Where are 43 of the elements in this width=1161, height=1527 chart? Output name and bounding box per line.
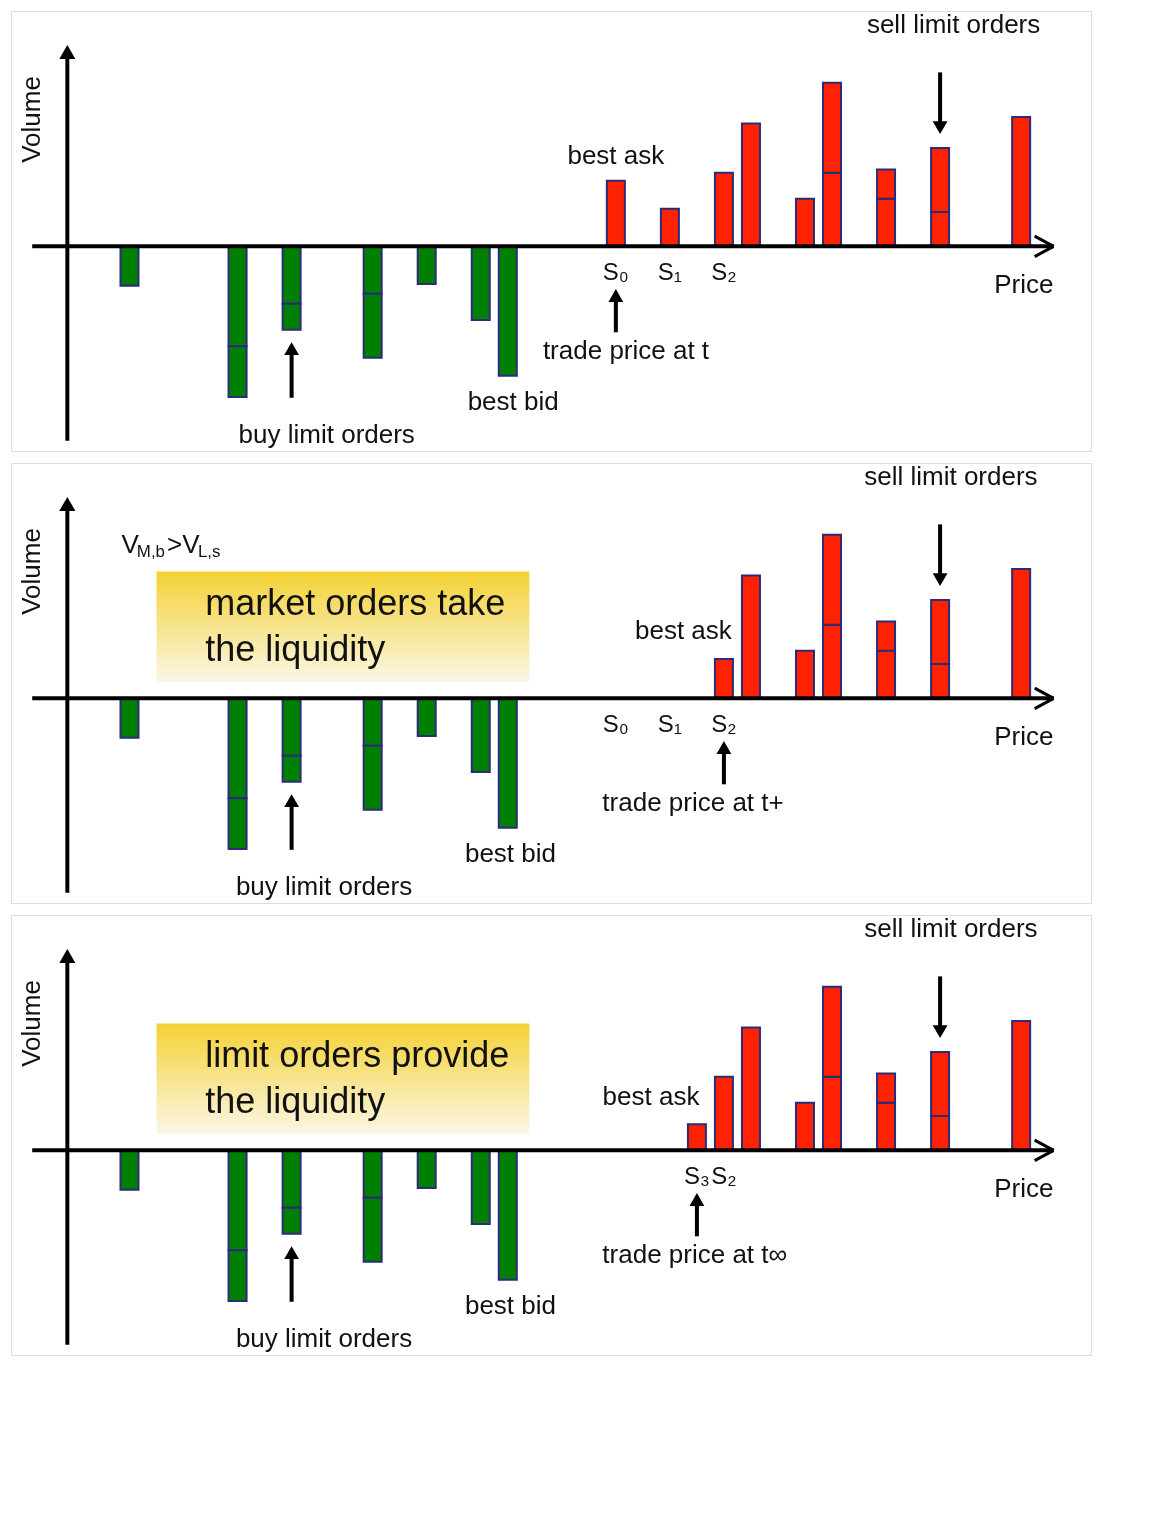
annotation: best bid bbox=[464, 1289, 557, 1320]
x-tick-label: S₁ bbox=[657, 257, 682, 285]
annotation: market orders take the liquidity bbox=[205, 581, 506, 669]
text: buy limit orders bbox=[238, 418, 415, 449]
y-axis-title: Volume bbox=[16, 76, 47, 163]
annotation: best ask bbox=[602, 1081, 701, 1112]
annotation: best bid bbox=[467, 385, 559, 416]
annotation: best bid bbox=[464, 837, 557, 868]
x-axis-title: Price bbox=[994, 269, 1054, 300]
x-tick-label: S₃ bbox=[684, 1161, 710, 1189]
bar bbox=[119, 697, 140, 739]
text: buy limit orders bbox=[235, 1322, 413, 1353]
x-axis-title: Price bbox=[994, 1173, 1054, 1204]
bar bbox=[416, 1149, 437, 1189]
text: sell limit orders bbox=[864, 461, 1038, 492]
x-tick-label: S₂ bbox=[711, 1161, 737, 1189]
bar bbox=[497, 1149, 518, 1281]
text: sell limit orders bbox=[864, 913, 1038, 944]
bar bbox=[119, 1149, 140, 1191]
x-tick-label: S₂ bbox=[711, 257, 737, 285]
bar bbox=[470, 245, 491, 322]
annotation: trade price at t∞ bbox=[602, 1238, 788, 1269]
text: buy limit orders bbox=[235, 870, 413, 901]
bar bbox=[119, 245, 140, 287]
bar bbox=[497, 245, 518, 377]
annotation: best ask bbox=[567, 140, 666, 171]
annotation: best ask bbox=[634, 614, 733, 645]
x-axis-title: Price bbox=[994, 721, 1054, 752]
annotation: trade price at t+ bbox=[602, 786, 784, 817]
annotation: trade price at t bbox=[542, 334, 710, 365]
bar bbox=[497, 697, 518, 829]
bar bbox=[416, 245, 437, 285]
bar bbox=[470, 697, 491, 774]
x-tick-label: S₂ bbox=[711, 709, 737, 737]
x-tick-label: S₀ bbox=[602, 709, 629, 737]
y-axis-title: Volume bbox=[16, 980, 47, 1067]
text: sell limit orders bbox=[866, 9, 1041, 40]
annotation: limit orders provide the liquidity bbox=[205, 1033, 510, 1121]
bar bbox=[416, 697, 437, 737]
y-axis-title: Volume bbox=[16, 528, 47, 615]
x-tick-label: S₁ bbox=[657, 709, 682, 737]
x-tick-label: S₀ bbox=[602, 257, 629, 285]
bar bbox=[470, 1149, 491, 1226]
